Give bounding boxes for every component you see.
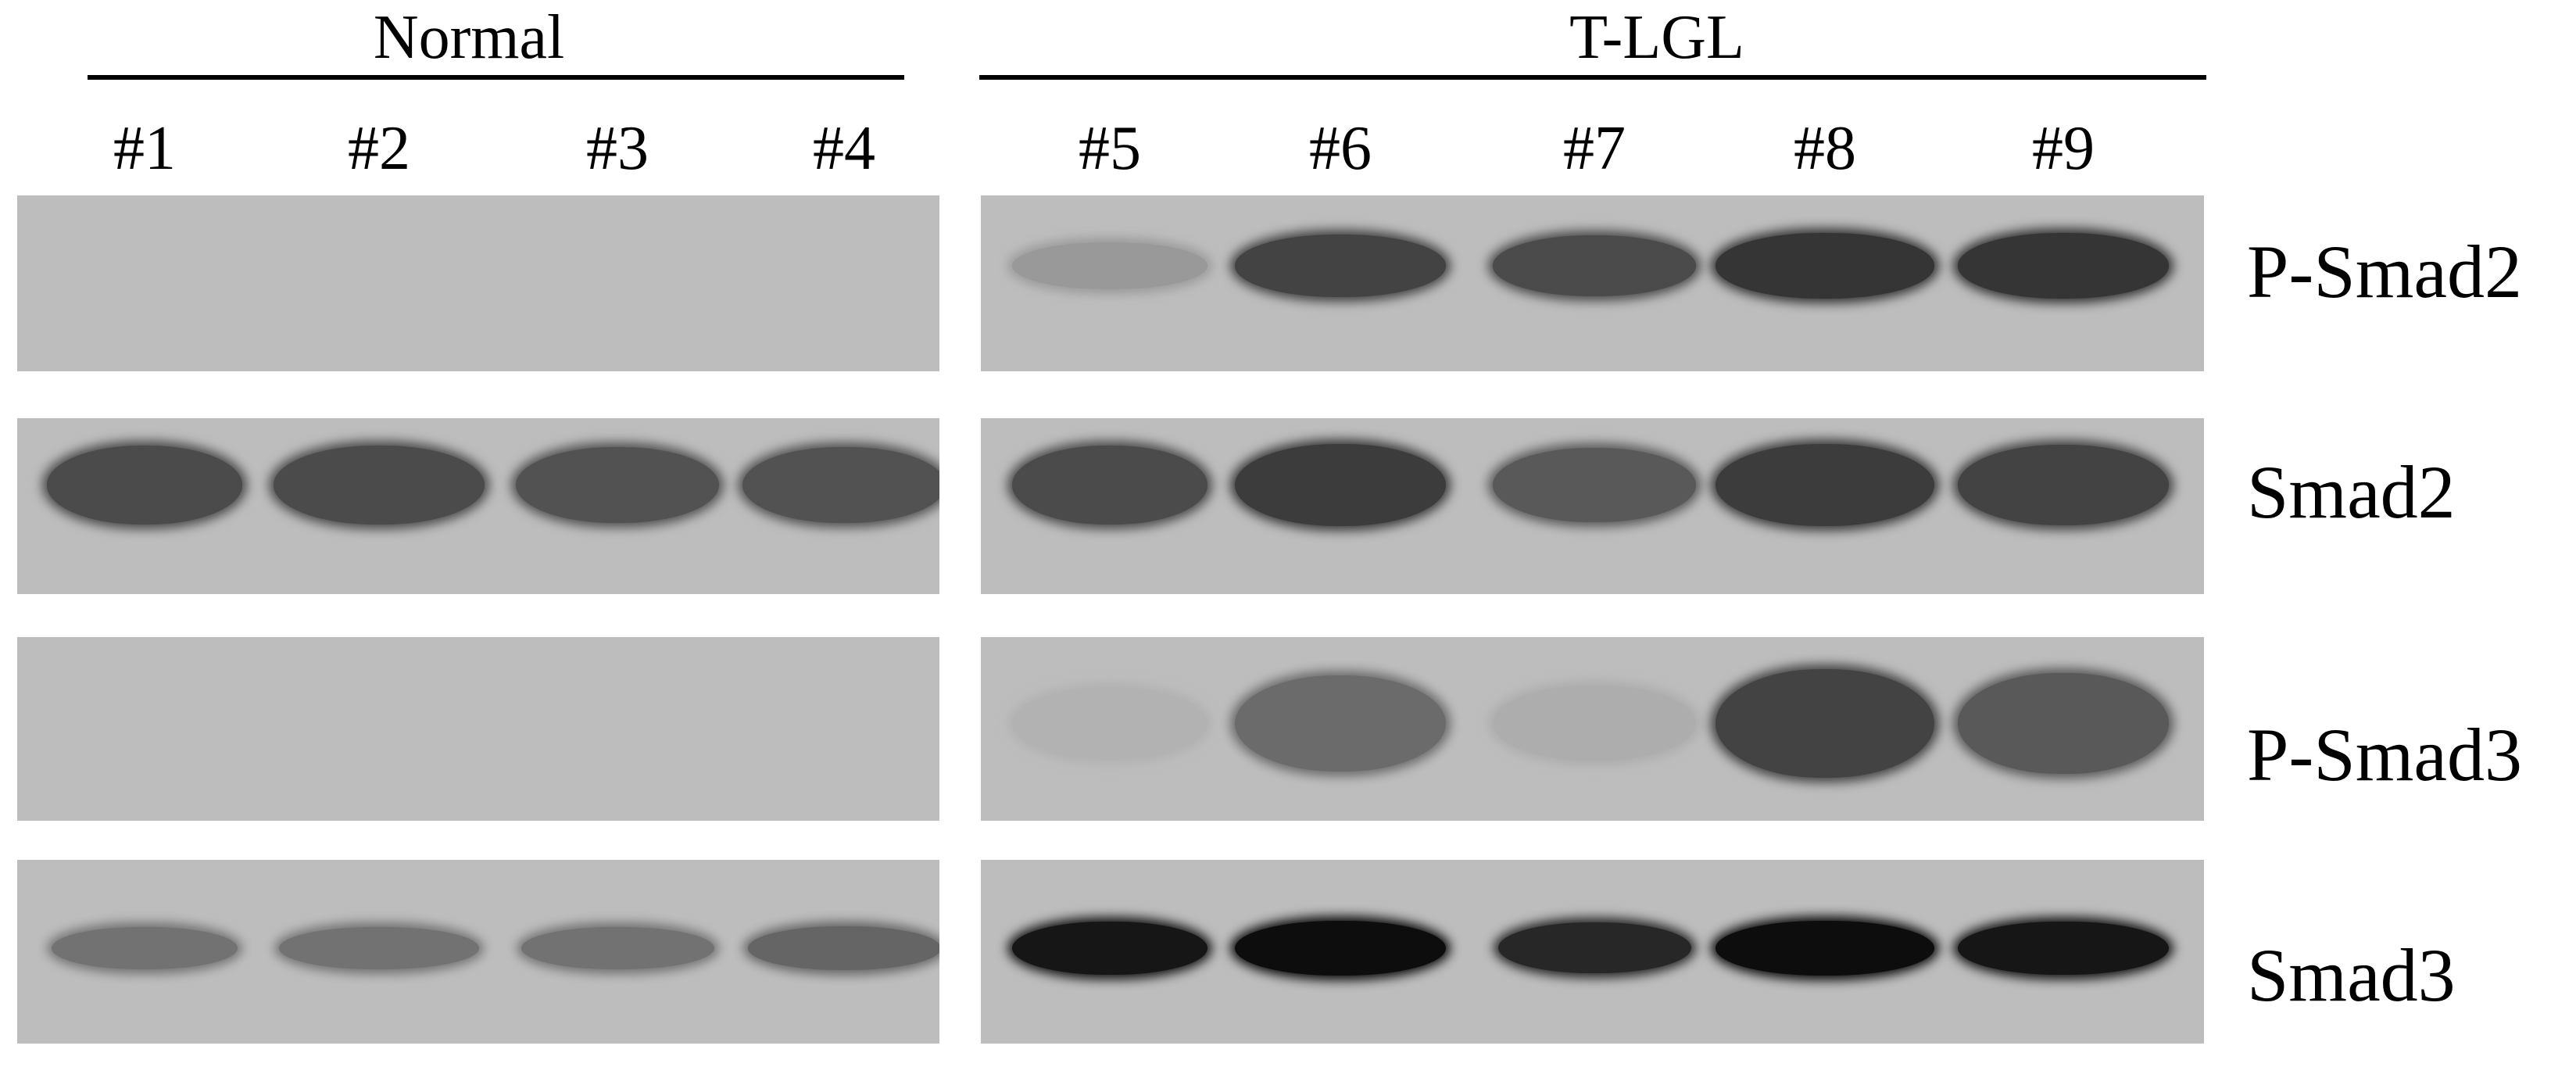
- blot-band: [1012, 921, 1208, 975]
- blot-panel: [981, 860, 2204, 1044]
- blot-band: [1716, 233, 1934, 299]
- row-label-smad2: Smad2: [2247, 450, 2456, 534]
- blot-band: [1716, 443, 1934, 527]
- blot-band: [1493, 686, 1696, 761]
- group-label-tlgl: T-LGL: [1569, 3, 1744, 72]
- blot-panel: [17, 860, 939, 1044]
- blot-band: [1235, 443, 1446, 527]
- row-label-p-smad2: P-Smad2: [2247, 230, 2523, 313]
- blot-band: [516, 446, 719, 524]
- blot-band: [278, 926, 480, 969]
- lane-label: #7: [1563, 114, 1626, 183]
- blot-band: [1716, 920, 1934, 976]
- blot-panel: [981, 418, 2204, 594]
- lane-label: #8: [1794, 114, 1856, 183]
- blot-panel: [981, 637, 2204, 821]
- group-label-normal: Normal: [373, 3, 565, 72]
- blot-panel: [17, 418, 939, 594]
- blot-band: [521, 926, 714, 969]
- blot-panel: [17, 637, 939, 821]
- lane-label: #2: [348, 114, 410, 183]
- blot-band: [1235, 675, 1446, 772]
- blot-band: [1235, 920, 1446, 976]
- blot-band: [1235, 235, 1446, 297]
- blot-band: [52, 926, 238, 969]
- blot-band: [1012, 446, 1208, 525]
- lane-label: #5: [1079, 114, 1141, 183]
- blot-band: [1497, 922, 1691, 974]
- blot-panel: [17, 195, 939, 371]
- blot-band: [747, 926, 939, 970]
- blot-band: [1958, 445, 2169, 525]
- blot-band: [274, 446, 485, 525]
- blot-band: [1012, 242, 1208, 290]
- lane-label: #9: [2032, 114, 2095, 183]
- row-label-smad3: Smad3: [2247, 933, 2456, 1017]
- group-line-tlgl: [979, 75, 2206, 80]
- blot-band: [1958, 672, 2169, 775]
- lane-label: #4: [813, 114, 875, 183]
- blot-band: [1958, 233, 2169, 299]
- blot-band: [1958, 921, 2169, 975]
- blot-band: [1493, 235, 1696, 296]
- blot-band: [742, 446, 939, 524]
- blot-band: [1716, 668, 1934, 779]
- lane-label: #3: [586, 114, 649, 183]
- group-line-normal: [88, 75, 904, 80]
- blot-band: [1012, 687, 1208, 760]
- blot-panel: [981, 195, 2204, 371]
- lane-label: #6: [1309, 114, 1372, 183]
- lane-label: #1: [113, 114, 176, 183]
- blot-band: [1493, 447, 1696, 523]
- blot-band: [47, 446, 242, 525]
- row-label-p-smad3: P-Smad3: [2247, 713, 2523, 797]
